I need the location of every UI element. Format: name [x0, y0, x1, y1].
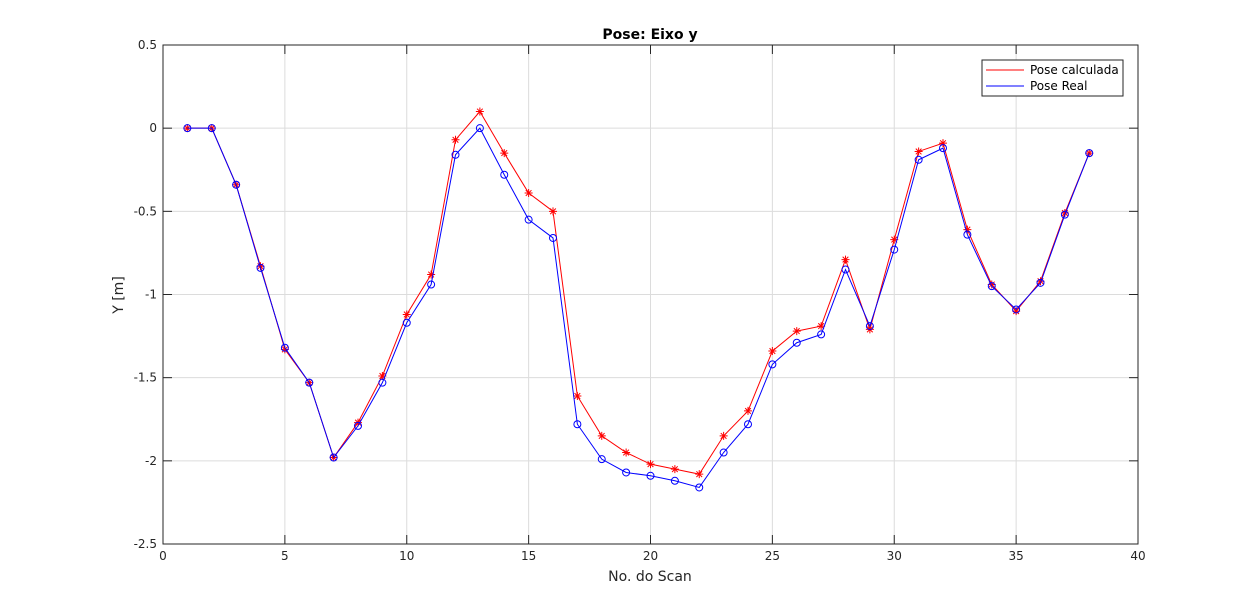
- data-point-pose-real: [475, 124, 484, 133]
- y-tick-label: -1.5: [134, 371, 157, 385]
- y-tick-label: -0.5: [134, 204, 157, 218]
- data-point-pose-real: [573, 420, 582, 429]
- x-tick-label: 10: [399, 549, 414, 563]
- data-point-pose-calculada: [987, 280, 996, 289]
- data-point-pose-calculada: [1036, 277, 1045, 286]
- data-point-pose-real: [597, 455, 606, 464]
- series-line-pose-real: [187, 127, 1090, 489]
- x-tick-label: 15: [521, 549, 536, 563]
- x-tick-label: 40: [1130, 549, 1145, 563]
- data-point-pose-calculada: [402, 310, 411, 319]
- data-point-pose-calculada: [1012, 307, 1021, 316]
- series-pose-real: [183, 124, 1094, 492]
- data-point-pose-calculada: [451, 135, 460, 144]
- data-point-pose-calculada: [768, 347, 777, 356]
- data-point-pose-real: [670, 476, 679, 485]
- data-point-pose-calculada: [427, 270, 436, 279]
- data-point-pose-real: [622, 468, 631, 477]
- data-point-pose-real: [817, 330, 826, 339]
- data-point-pose-calculada: [500, 149, 509, 158]
- data-point-pose-calculada: [695, 470, 704, 479]
- data-point-pose-calculada: [646, 460, 655, 469]
- data-point-pose-calculada: [890, 235, 899, 244]
- x-tick-label: 5: [281, 549, 289, 563]
- data-point-pose-real: [646, 471, 655, 480]
- data-point-pose-calculada: [573, 391, 582, 400]
- data-point-pose-calculada: [280, 345, 289, 354]
- x-tick-label: 35: [1008, 549, 1023, 563]
- data-point-pose-real: [305, 378, 314, 387]
- data-point-pose-calculada: [475, 107, 484, 116]
- data-point-pose-real: [695, 483, 704, 492]
- x-tick-label: 0: [159, 549, 167, 563]
- data-point-pose-calculada: [378, 372, 387, 381]
- data-point-pose-real: [1036, 278, 1045, 287]
- data-point-pose-real: [1012, 305, 1021, 314]
- series-layer: [183, 107, 1094, 492]
- data-point-pose-calculada: [841, 255, 850, 264]
- x-axis-label: No. do Scan: [608, 569, 692, 585]
- y-tick-label: 0.5: [138, 38, 157, 52]
- y-axis-label: Y [m]: [111, 276, 127, 315]
- data-point-pose-real: [183, 124, 192, 133]
- data-point-pose-calculada: [963, 225, 972, 234]
- data-point-pose-real: [792, 338, 801, 347]
- data-point-pose-real: [329, 453, 338, 462]
- legend: Pose calculada Pose Real: [981, 59, 1124, 97]
- data-point-pose-real: [256, 263, 265, 272]
- y-tick-label: -2.5: [134, 537, 157, 551]
- data-point-pose-real: [232, 180, 241, 189]
- y-tick-label: 0: [149, 121, 157, 135]
- data-point-pose-calculada: [719, 431, 728, 440]
- x-tick-label: 25: [765, 549, 780, 563]
- data-point-pose-calculada: [549, 207, 557, 216]
- legend-label-pose-calculada: Pose calculada: [1030, 63, 1119, 77]
- data-point-pose-real: [744, 420, 752, 429]
- data-point-pose-real: [890, 245, 899, 254]
- data-point-pose-real: [963, 230, 972, 239]
- data-point-pose-real: [500, 170, 509, 179]
- data-point-pose-calculada: [792, 327, 801, 336]
- tick-labels: 0 5 10 15 20 25 30 35 40 -2.5 -2 -1.5 -1 -0.5 0 0.5: [134, 38, 1146, 563]
- data-point-pose-real: [987, 282, 996, 291]
- data-point-pose-real: [451, 150, 460, 159]
- data-point-pose-real: [1060, 210, 1069, 219]
- data-point-pose-real: [841, 265, 850, 274]
- data-point-pose-calculada: [939, 139, 947, 148]
- legend-label-pose-real: Pose Real: [1030, 79, 1087, 93]
- data-point-pose-calculada: [914, 147, 923, 156]
- data-point-pose-calculada: [524, 189, 533, 198]
- data-point-pose-real: [280, 343, 289, 352]
- data-point-pose-real: [378, 378, 387, 387]
- data-point-pose-real: [914, 155, 923, 164]
- y-tick-label: -2: [145, 454, 157, 468]
- data-point-pose-real: [427, 280, 436, 289]
- data-point-pose-real: [354, 421, 362, 430]
- x-tick-label: 20: [643, 549, 658, 563]
- data-point-pose-real: [402, 318, 411, 327]
- data-point-pose-calculada: [622, 448, 631, 457]
- data-point-pose-real: [719, 448, 728, 457]
- data-point-pose-calculada: [1060, 208, 1069, 217]
- data-point-pose-real: [768, 360, 777, 369]
- data-point-pose-real: [865, 322, 874, 331]
- data-point-pose-calculada: [744, 406, 752, 415]
- data-point-pose-real: [524, 215, 533, 224]
- chart-title: Pose: Eixo y: [602, 27, 697, 43]
- legend-box: [981, 59, 1124, 97]
- data-point-pose-calculada: [670, 465, 679, 474]
- data-point-pose-calculada: [817, 322, 826, 331]
- data-point-pose-real: [939, 144, 947, 153]
- data-point-pose-real: [207, 124, 216, 133]
- data-point-pose-real: [1085, 149, 1094, 158]
- data-point-pose-real: [549, 233, 557, 242]
- x-tick-label: 30: [887, 549, 902, 563]
- y-tick-label: -1: [145, 288, 157, 302]
- data-point-pose-calculada: [597, 431, 606, 440]
- ticks: [162, 44, 1139, 545]
